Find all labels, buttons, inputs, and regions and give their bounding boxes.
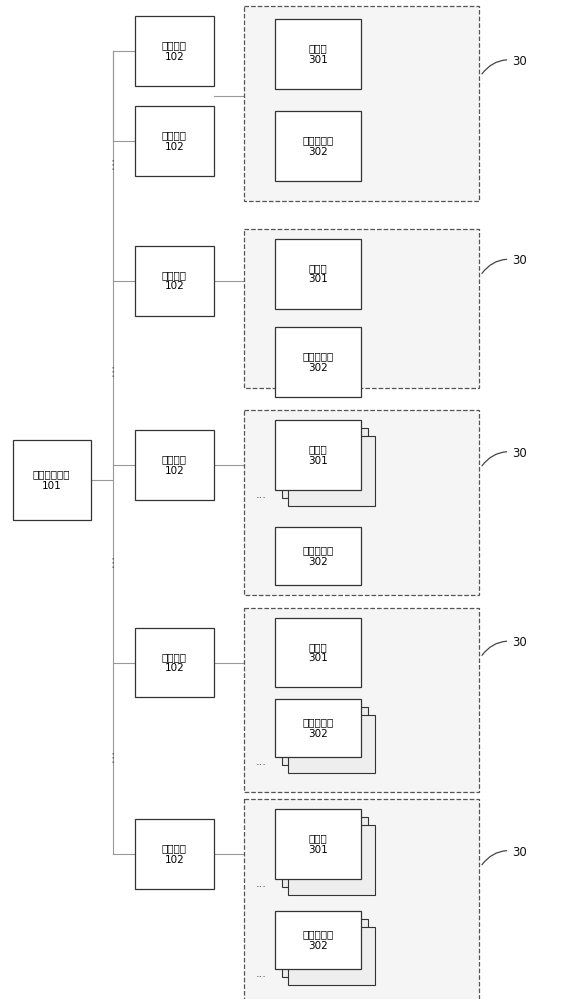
- Bar: [288, 927, 375, 985]
- Text: 开关单元
102: 开关单元 102: [162, 270, 187, 291]
- Text: 机械手
301: 机械手 301: [309, 263, 328, 284]
- Bar: [275, 239, 361, 309]
- Text: 开关单元
102: 开关单元 102: [162, 40, 187, 62]
- Text: 光盘驱动器
302: 光盘驱动器 302: [302, 929, 334, 951]
- Text: 开关单元
102: 开关单元 102: [162, 130, 187, 152]
- Bar: [275, 19, 361, 89]
- Text: ...: ...: [255, 879, 266, 889]
- Bar: [12, 440, 91, 520]
- Bar: [275, 111, 361, 181]
- Text: 30: 30: [482, 55, 527, 74]
- Text: 30: 30: [482, 254, 527, 273]
- Bar: [282, 428, 368, 498]
- Text: ⋮: ⋮: [107, 366, 119, 379]
- Bar: [275, 420, 361, 490]
- Text: 光盘驱动器
302: 光盘驱动器 302: [302, 352, 334, 373]
- Text: 光盘驱动器
302: 光盘驱动器 302: [302, 135, 334, 157]
- Text: 开关单元
102: 开关单元 102: [162, 843, 187, 865]
- Text: ⋮: ⋮: [107, 159, 119, 172]
- Text: ...: ...: [255, 490, 266, 500]
- Text: 机械手
301: 机械手 301: [309, 444, 328, 466]
- Bar: [282, 817, 368, 887]
- Bar: [135, 819, 214, 889]
- Bar: [135, 106, 214, 176]
- Bar: [244, 6, 479, 201]
- Text: 光盘驱动器
302: 光盘驱动器 302: [302, 545, 334, 567]
- Bar: [275, 809, 361, 879]
- Bar: [244, 799, 479, 1000]
- Text: ⋮: ⋮: [107, 752, 119, 765]
- Bar: [275, 327, 361, 397]
- Text: 逻辑控制单元
101: 逻辑控制单元 101: [33, 469, 70, 491]
- Text: ...: ...: [255, 757, 266, 767]
- Text: 光盘驱动器
302: 光盘驱动器 302: [302, 718, 334, 739]
- Bar: [135, 430, 214, 500]
- Bar: [275, 527, 361, 585]
- Text: 机械手
301: 机械手 301: [309, 833, 328, 855]
- Text: ...: ...: [255, 969, 266, 979]
- Bar: [275, 699, 361, 757]
- Bar: [244, 410, 479, 595]
- Bar: [135, 16, 214, 86]
- Bar: [244, 229, 479, 388]
- Text: 开关单元
102: 开关单元 102: [162, 652, 187, 673]
- Text: ⋮: ⋮: [107, 557, 119, 570]
- Text: 机械手
301: 机械手 301: [309, 43, 328, 65]
- Text: 30: 30: [482, 846, 527, 865]
- Bar: [244, 608, 479, 792]
- Text: 机械手
301: 机械手 301: [309, 642, 328, 663]
- Bar: [282, 919, 368, 977]
- Bar: [288, 715, 375, 773]
- Bar: [275, 618, 361, 687]
- Text: 30: 30: [482, 447, 527, 466]
- Bar: [288, 825, 375, 895]
- Bar: [275, 911, 361, 969]
- Bar: [135, 246, 214, 316]
- Text: 30: 30: [482, 636, 527, 655]
- Bar: [282, 707, 368, 765]
- Bar: [135, 628, 214, 697]
- Bar: [288, 436, 375, 506]
- Text: 开关单元
102: 开关单元 102: [162, 454, 187, 476]
